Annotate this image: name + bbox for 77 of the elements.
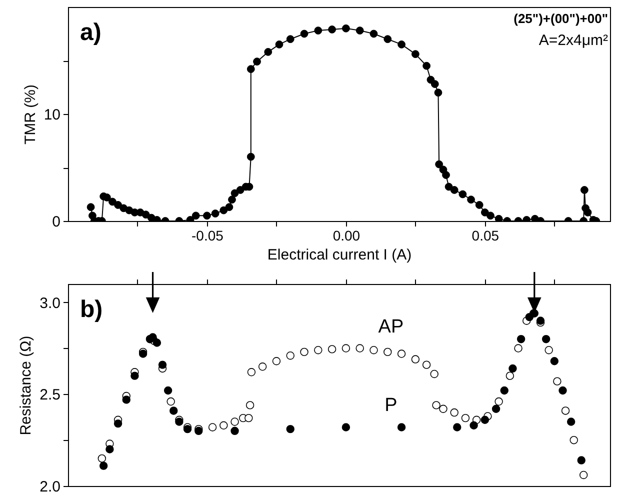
point: [432, 401, 440, 410]
annotation: (25")+(00")+00": [514, 11, 608, 26]
point: [314, 346, 322, 354]
annotation: A=2x4μm²: [538, 32, 608, 49]
point: [439, 404, 448, 413]
point: [230, 426, 239, 436]
point: [550, 357, 559, 366]
point: [553, 377, 562, 386]
point: [220, 421, 228, 430]
point: [480, 416, 490, 424]
point: [506, 372, 514, 380]
point: [492, 404, 500, 413]
point: [328, 345, 336, 354]
point: [114, 419, 122, 428]
x-tick-label: 0.05: [472, 228, 500, 244]
x-tick-label: 0.00: [332, 228, 360, 244]
point: [461, 414, 470, 422]
point: [561, 406, 570, 415]
y-axis-title: TMR (%): [22, 84, 39, 144]
point: [508, 364, 517, 373]
point: [356, 344, 364, 352]
point: [453, 423, 462, 432]
series-label: AP: [378, 316, 404, 338]
point: [300, 348, 308, 356]
point: [98, 454, 106, 463]
y-tick-label: 2.0: [40, 478, 60, 494]
annotation: b): [80, 296, 103, 323]
point: [164, 386, 172, 395]
point: [170, 406, 178, 415]
point: [247, 368, 256, 376]
y-tick-label: 2.5: [40, 386, 60, 404]
point: [370, 346, 378, 354]
point: [286, 352, 294, 360]
point: [258, 362, 267, 371]
point: [516, 334, 526, 344]
point: [272, 357, 281, 366]
point: [544, 346, 553, 354]
point: [130, 372, 139, 380]
point: [397, 350, 406, 358]
point: [450, 408, 458, 417]
x-tick-label: -0.05: [192, 228, 224, 244]
point: [566, 418, 576, 426]
point: [470, 421, 478, 430]
point: [244, 414, 253, 422]
point: [158, 360, 167, 369]
point: [514, 344, 522, 352]
point: [570, 436, 578, 444]
point: [422, 360, 431, 369]
point: [122, 396, 130, 404]
point: [384, 348, 392, 356]
point: [500, 386, 508, 395]
point: [579, 470, 588, 480]
point: [208, 423, 217, 432]
x-axis-title: Electrical current I (A): [267, 246, 412, 264]
point: [166, 397, 175, 406]
point: [577, 456, 586, 464]
point: [230, 418, 239, 426]
series-label: P: [384, 395, 398, 416]
point: [494, 397, 503, 406]
y-tick-label: 3.0: [40, 294, 60, 312]
point: [342, 344, 350, 352]
point: [542, 334, 550, 344]
point: [430, 370, 438, 378]
point: [99, 462, 108, 470]
point: [106, 445, 114, 454]
annotation: a): [80, 19, 102, 46]
y-axis-title: Resistance (Ω): [18, 336, 35, 436]
point: [558, 386, 567, 395]
y-tick-label: 0: [52, 214, 60, 230]
point: [148, 333, 157, 342]
point: [342, 423, 350, 432]
point: [286, 424, 294, 434]
y-tick-label: 10: [44, 106, 60, 124]
point: [152, 338, 162, 347]
point: [411, 355, 420, 364]
point: [246, 401, 254, 410]
point: [397, 423, 406, 432]
